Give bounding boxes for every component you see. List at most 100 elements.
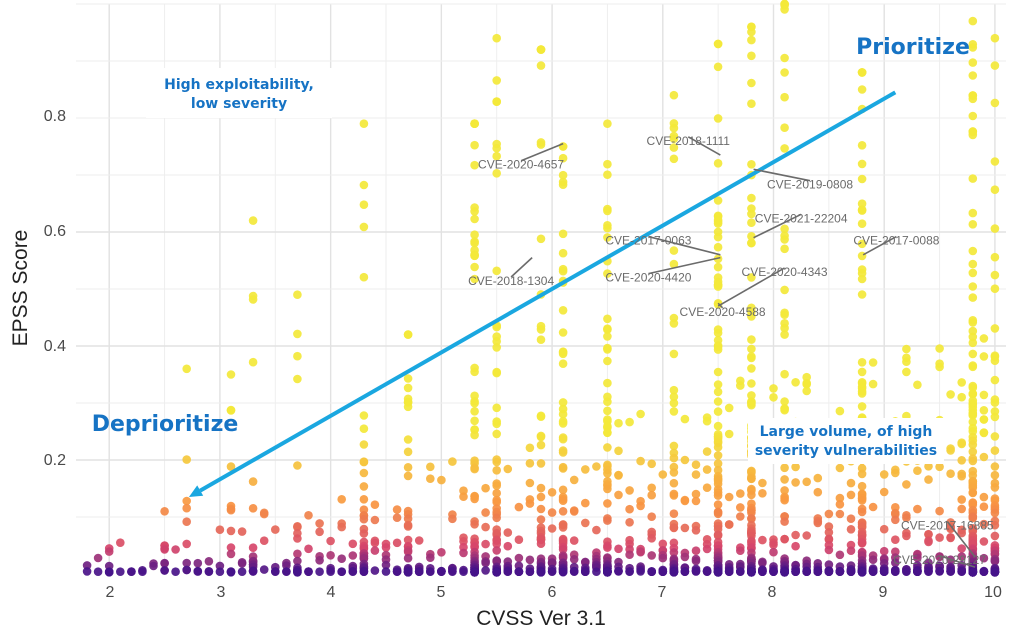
data-point bbox=[780, 323, 789, 333]
data-point bbox=[968, 447, 978, 457]
x-tick-label: 2 bbox=[106, 584, 115, 601]
annotation-leader bbox=[687, 136, 721, 156]
data-point bbox=[680, 567, 690, 576]
data-points bbox=[82, 0, 1000, 577]
data-point bbox=[913, 466, 922, 476]
data-point bbox=[481, 483, 490, 493]
y-tick-label: 0.2 bbox=[44, 452, 66, 469]
data-point bbox=[713, 367, 723, 377]
data-point bbox=[359, 440, 369, 449]
data-point bbox=[658, 567, 668, 576]
data-point bbox=[957, 567, 966, 576]
data-point bbox=[968, 220, 978, 229]
label-bg-large-volume bbox=[748, 418, 944, 464]
data-point bbox=[669, 154, 679, 164]
data-point bbox=[647, 567, 656, 576]
data-point bbox=[747, 335, 756, 344]
data-point bbox=[492, 368, 502, 378]
data-point bbox=[536, 440, 546, 450]
data-point bbox=[492, 497, 502, 507]
data-point bbox=[724, 403, 734, 413]
data-point bbox=[459, 492, 468, 502]
cve-annotation: CVE-2018-1111 bbox=[647, 134, 731, 148]
data-point bbox=[990, 185, 1000, 194]
data-point bbox=[558, 248, 568, 258]
data-point bbox=[669, 453, 679, 463]
data-point bbox=[359, 222, 369, 232]
data-point bbox=[924, 567, 933, 576]
data-point bbox=[536, 432, 546, 442]
data-point bbox=[780, 369, 789, 379]
data-point bbox=[913, 567, 922, 576]
data-point bbox=[614, 544, 623, 554]
data-point bbox=[437, 475, 446, 485]
data-point bbox=[968, 332, 978, 342]
x-tick-label: 8 bbox=[768, 584, 777, 601]
low-severity-label: low severity bbox=[191, 96, 287, 112]
data-point bbox=[492, 488, 502, 498]
data-point bbox=[248, 216, 258, 225]
data-point bbox=[248, 567, 258, 576]
data-point bbox=[293, 351, 302, 361]
x-tick-label: 4 bbox=[327, 584, 336, 601]
data-point bbox=[935, 362, 944, 372]
data-point bbox=[359, 272, 369, 282]
data-point bbox=[193, 567, 203, 576]
data-point bbox=[891, 567, 900, 576]
data-point bbox=[769, 384, 778, 393]
data-point bbox=[492, 266, 502, 276]
y-tick-label: 0.4 bbox=[44, 338, 66, 355]
data-point bbox=[935, 344, 944, 353]
x-axis-title: CVSS Ver 3.1 bbox=[476, 607, 606, 630]
data-point bbox=[990, 412, 1000, 422]
data-point bbox=[558, 448, 568, 457]
data-point bbox=[304, 567, 313, 576]
data-point bbox=[204, 567, 214, 576]
data-point bbox=[857, 507, 867, 517]
data-point bbox=[802, 380, 811, 389]
data-point bbox=[747, 209, 756, 219]
data-point bbox=[702, 567, 712, 576]
data-point bbox=[160, 507, 169, 516]
data-point bbox=[525, 478, 535, 488]
data-point bbox=[470, 494, 479, 504]
data-point bbox=[359, 119, 369, 128]
data-point bbox=[503, 567, 513, 576]
data-point bbox=[968, 208, 978, 218]
data-point bbox=[968, 338, 978, 348]
data-point bbox=[913, 380, 922, 390]
data-point bbox=[348, 539, 358, 549]
deprioritize-label: Deprioritize bbox=[92, 412, 239, 437]
data-point bbox=[625, 486, 634, 495]
data-point bbox=[802, 477, 811, 487]
data-point bbox=[736, 503, 745, 512]
data-point bbox=[724, 429, 734, 439]
data-point bbox=[780, 5, 789, 14]
data-point bbox=[492, 76, 502, 85]
data-point bbox=[791, 530, 800, 540]
axis-ticks: 2 3 4 5 6 7 8 9 10 0.2 0.4 0.6 0.8 bbox=[44, 108, 1002, 601]
data-point bbox=[791, 541, 800, 551]
cve-annotation: CVE-2018-1304 bbox=[468, 274, 554, 288]
data-point bbox=[293, 568, 302, 577]
data-point bbox=[902, 344, 911, 354]
data-point bbox=[403, 553, 413, 563]
data-point bbox=[680, 414, 690, 424]
data-point bbox=[846, 525, 856, 534]
data-point bbox=[603, 469, 612, 478]
data-point bbox=[636, 409, 645, 419]
y-tick-label: 0.8 bbox=[44, 108, 66, 125]
data-point bbox=[536, 492, 546, 502]
data-point bbox=[791, 378, 800, 387]
data-point bbox=[713, 39, 723, 49]
data-point bbox=[492, 457, 502, 467]
data-point bbox=[857, 367, 867, 377]
data-point bbox=[370, 566, 380, 575]
data-point bbox=[979, 553, 989, 563]
data-point bbox=[879, 546, 889, 556]
data-point bbox=[990, 356, 1000, 366]
data-point bbox=[603, 443, 612, 452]
data-point bbox=[957, 378, 966, 387]
data-point bbox=[736, 546, 745, 555]
data-point bbox=[857, 85, 867, 94]
